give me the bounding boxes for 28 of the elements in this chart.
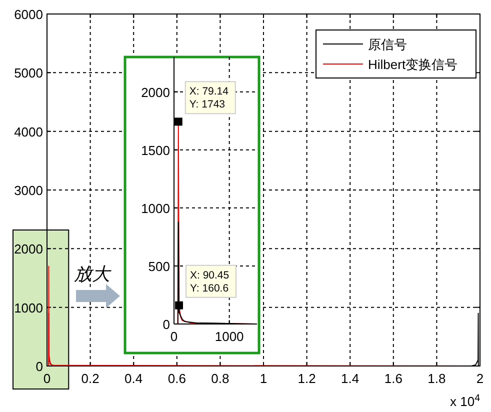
- y-tick-label: 4000: [14, 124, 43, 140]
- annotation: X: 79.14 Y: 1743: [189, 86, 229, 111]
- y-tick-label: 0: [162, 317, 170, 332]
- y-tick-label: 1000: [14, 300, 43, 316]
- x-tick-label: 1.8: [428, 371, 446, 386]
- annotation: 放大: [74, 264, 112, 284]
- x-tick-label: 0.4: [124, 371, 143, 386]
- y-tick-label: 3000: [14, 183, 43, 198]
- y-tick-label: 0: [36, 359, 43, 374]
- annotation: X: 90.45 Y: 160.6: [190, 269, 230, 294]
- x-tick-label: 1.2: [298, 371, 316, 386]
- y-tick-label: 500: [148, 258, 170, 274]
- y-tick-label: 1000: [141, 200, 170, 216]
- x-tick-label: 1: [260, 371, 268, 386]
- x-tick-label: 0.8: [211, 371, 230, 386]
- x-tick-label: 0.2: [81, 371, 100, 386]
- legend-label: 原信号: [368, 37, 407, 52]
- x-tick-label: 1.6: [384, 371, 402, 386]
- text: x 10$^{4}$: [450, 392, 481, 409]
- y-tick-label: 5000: [14, 66, 43, 81]
- y-tick-label: 1500: [141, 142, 170, 158]
- x-tick-label: 2: [476, 371, 484, 386]
- x-tick-label: 1.4: [341, 371, 360, 386]
- y-tick-label: 2000: [14, 242, 43, 257]
- legend-label: Hilbert变换信号: [368, 57, 458, 72]
- x-tick-label: 0.6: [168, 371, 186, 386]
- y-tick-label: 6000: [14, 7, 43, 22]
- y-tick-label: 2000: [141, 84, 170, 100]
